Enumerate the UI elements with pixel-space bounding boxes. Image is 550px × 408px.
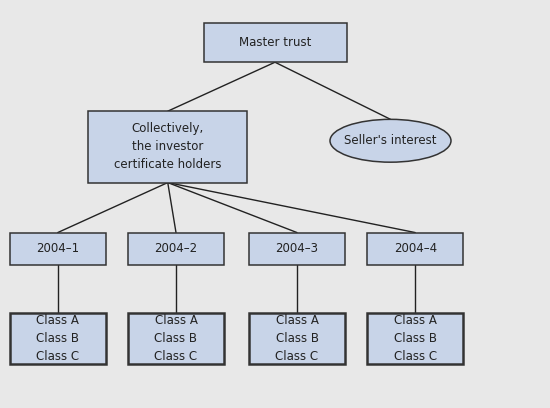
Text: 2004–2: 2004–2 — [155, 242, 197, 255]
FancyBboxPatch shape — [249, 313, 345, 364]
FancyBboxPatch shape — [128, 233, 224, 265]
FancyBboxPatch shape — [204, 23, 346, 62]
FancyBboxPatch shape — [10, 233, 106, 265]
Text: Class A
Class B
Class C: Class A Class B Class C — [276, 314, 318, 363]
Text: Class A
Class B
Class C: Class A Class B Class C — [36, 314, 79, 363]
FancyBboxPatch shape — [10, 313, 106, 364]
FancyBboxPatch shape — [367, 233, 463, 265]
Text: 2004–4: 2004–4 — [394, 242, 437, 255]
Text: Class A
Class B
Class C: Class A Class B Class C — [155, 314, 197, 363]
FancyBboxPatch shape — [128, 313, 224, 364]
Text: 2004–3: 2004–3 — [276, 242, 318, 255]
FancyBboxPatch shape — [367, 313, 463, 364]
Text: 2004–1: 2004–1 — [36, 242, 79, 255]
Ellipse shape — [330, 119, 451, 162]
Text: Collectively,
the investor
certificate holders: Collectively, the investor certificate h… — [114, 122, 222, 171]
Text: Seller's interest: Seller's interest — [344, 134, 437, 147]
FancyBboxPatch shape — [249, 233, 345, 265]
Text: Class A
Class B
Class C: Class A Class B Class C — [394, 314, 437, 363]
FancyBboxPatch shape — [88, 111, 248, 183]
Text: Master trust: Master trust — [239, 36, 311, 49]
